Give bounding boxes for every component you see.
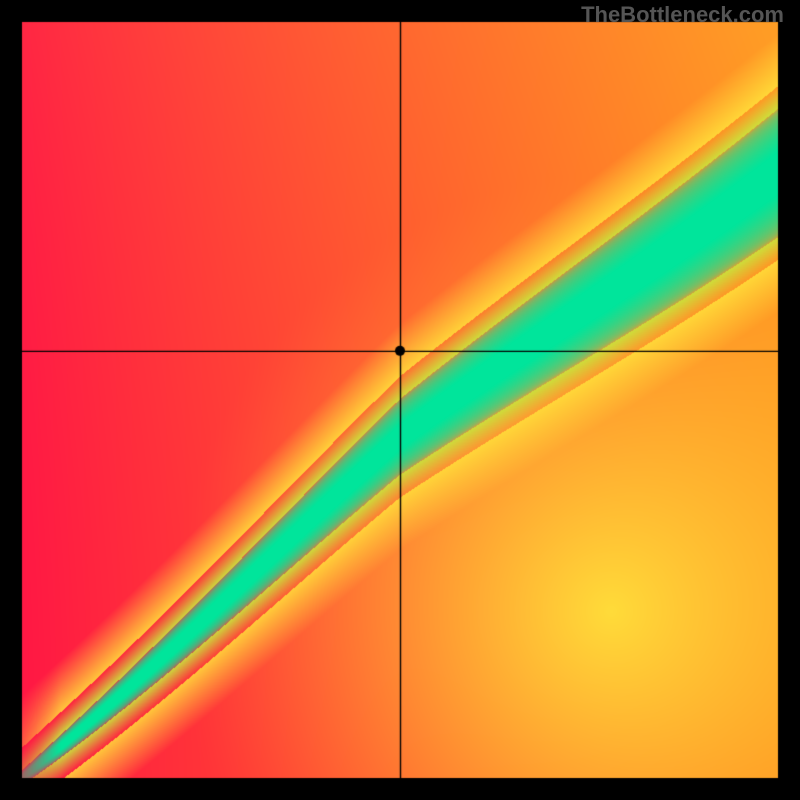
watermark-text: TheBottleneck.com [581, 2, 784, 28]
bottleneck-heatmap [0, 0, 800, 800]
chart-container: { "canvas": { "width": 800, "height": 80… [0, 0, 800, 800]
